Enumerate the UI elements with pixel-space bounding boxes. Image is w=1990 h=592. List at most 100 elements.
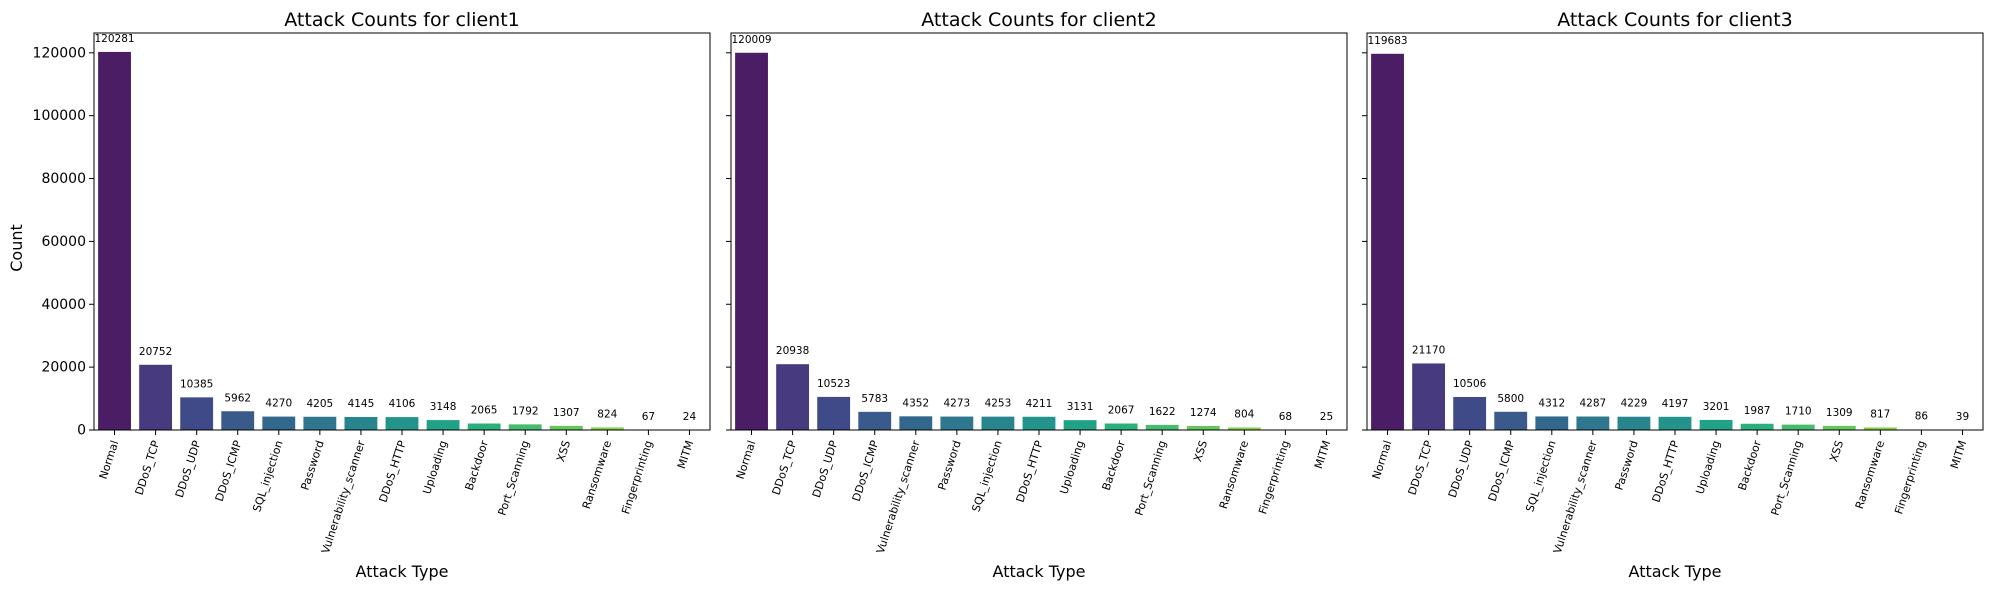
bar-Password [303, 416, 337, 430]
bar-value-label: 120281 [94, 33, 134, 45]
bar-value-label: 4106 [389, 398, 416, 410]
bar-value-label: 3148 [430, 401, 457, 413]
x-tick-label: DDoS_ICMP [1486, 439, 1518, 503]
x-tick-label: DDoS_TCP [133, 439, 163, 497]
bar-value-label: 1792 [512, 405, 539, 417]
bar-value-label: 1309 [1826, 407, 1853, 419]
x-tick-label: Uploading [1057, 439, 1087, 496]
chart-title: Attack Counts for client3 [1557, 9, 1793, 31]
bar-Ransomware [590, 427, 624, 430]
y-tick-label: 80000 [41, 171, 86, 187]
bar-Port_Scanning [1781, 424, 1815, 430]
bar-Port_Scanning [1145, 424, 1179, 430]
x-tick-label: DDoS_UDP [810, 439, 841, 500]
bar-SQL_injection [1535, 416, 1569, 430]
bar-Backdoor [1104, 423, 1138, 430]
bar-value-label: 24 [683, 411, 697, 423]
y-tick-label: 0 [77, 423, 86, 439]
bar-value-label: 1622 [1149, 406, 1176, 418]
x-tick-label: Ransomware [1217, 439, 1251, 511]
x-tick-label: XSS [554, 439, 573, 463]
bar-Ransomware [1227, 427, 1261, 430]
bar-value-label: 3131 [1067, 401, 1094, 413]
bar-DDoS_ICMP [858, 411, 892, 430]
plot-frame [730, 32, 1348, 431]
bar-value-label: 5800 [1497, 393, 1524, 405]
x-tick-label: DDoS_ICMP [213, 439, 245, 503]
x-tick-label: Uploading [1693, 439, 1723, 496]
bar-DDoS_UDP [180, 397, 214, 430]
bar-DDoS_HTTP [385, 417, 419, 430]
bar-value-label: 39 [1956, 411, 1969, 423]
x-tick-label: DDoS_HTTP [377, 439, 409, 505]
chart-title: Attack Counts for client1 [284, 9, 520, 31]
bar-value-label: 67 [642, 411, 655, 423]
x-tick-label: Port_Scanning [1769, 439, 1805, 517]
bar-value-label: 10385 [180, 378, 213, 390]
figure-y-axis-label: Count [7, 224, 26, 272]
bar-value-label: 4287 [1580, 398, 1607, 410]
x-tick-label: Vulnerability_scanner [319, 438, 368, 555]
bar-value-label: 4273 [944, 398, 971, 410]
bar-value-label: 4211 [1026, 398, 1053, 410]
x-tick-label: MITM [1312, 439, 1333, 471]
bar-DDoS_HTTP [1658, 416, 1692, 430]
bar-DDoS_HTTP [1022, 416, 1056, 430]
bar-value-label: 817 [1870, 408, 1890, 420]
bar-Port_Scanning [508, 424, 542, 430]
bar-Backdoor [467, 423, 501, 430]
x-axis-label: Attack Type [356, 562, 449, 581]
x-tick-label: Backdoor [1736, 438, 1764, 492]
bar-Backdoor [1740, 423, 1774, 430]
x-tick-label: SQL_injection [250, 439, 285, 514]
x-tick-label: DDoS_TCP [770, 439, 800, 497]
bar-Ransomware [1863, 427, 1897, 430]
bar-DDoS_TCP [776, 364, 810, 430]
x-axis-label: Attack Type [993, 562, 1086, 581]
x-tick-label: Ransomware [1853, 439, 1887, 511]
bar-value-label: 4229 [1621, 398, 1648, 410]
bar-Vulnerability_scanner [1576, 416, 1610, 430]
bar-Normal [735, 52, 768, 431]
x-tick-label: SQL_injection [969, 439, 1004, 514]
x-tick-label: Uploading [420, 439, 450, 496]
bar-value-label: 20752 [139, 346, 172, 358]
x-tick-label: Port_Scanning [1133, 439, 1169, 517]
x-tick-label: Password [298, 439, 326, 492]
x-tick-label: SQL_injection [1523, 439, 1558, 514]
y-tick-label: 60000 [41, 234, 86, 250]
bar-value-label: 4145 [348, 398, 375, 410]
x-tick-label: Vulnerability_scanner [874, 438, 923, 555]
bar-value-label: 3201 [1703, 401, 1730, 413]
bar-DDoS_TCP [139, 364, 173, 430]
bar-DDoS_ICMP [1494, 411, 1528, 430]
x-tick-label: Normal [734, 439, 759, 481]
bar-value-label: 804 [1234, 408, 1254, 420]
y-tick-label: 40000 [41, 297, 86, 313]
bar-Uploading [426, 420, 460, 430]
bar-Normal [98, 51, 131, 431]
bar-value-label: 1987 [1744, 405, 1771, 417]
bar-value-label: 10506 [1453, 378, 1487, 390]
x-tick-label: Password [1613, 439, 1641, 492]
y-tick-label: 100000 [33, 108, 86, 124]
x-tick-label: Fingerprinting [1256, 439, 1292, 516]
bar-SQL_injection [981, 416, 1015, 430]
x-tick-label: Vulnerability_scanner [1551, 438, 1600, 555]
x-tick-label: MITM [675, 439, 696, 471]
bar-SQL_injection [262, 416, 296, 430]
bar-XSS [1186, 426, 1220, 430]
plot-frame [1366, 32, 1984, 431]
bar-DDoS_UDP [1453, 396, 1487, 430]
x-tick-label: Backdoor [1100, 438, 1128, 492]
x-tick-label: DDoS_HTTP [1650, 439, 1682, 505]
bar-value-label: 4312 [1538, 397, 1565, 409]
bar-value-label: 1307 [553, 407, 580, 419]
bar-XSS [549, 425, 583, 430]
bar-value-label: 5783 [861, 393, 888, 405]
bar-DDoS_ICMP [221, 411, 255, 430]
bar-value-label: 2067 [1108, 405, 1135, 417]
y-tick-label: 120000 [33, 45, 86, 61]
bar-Vulnerability_scanner [899, 416, 933, 430]
